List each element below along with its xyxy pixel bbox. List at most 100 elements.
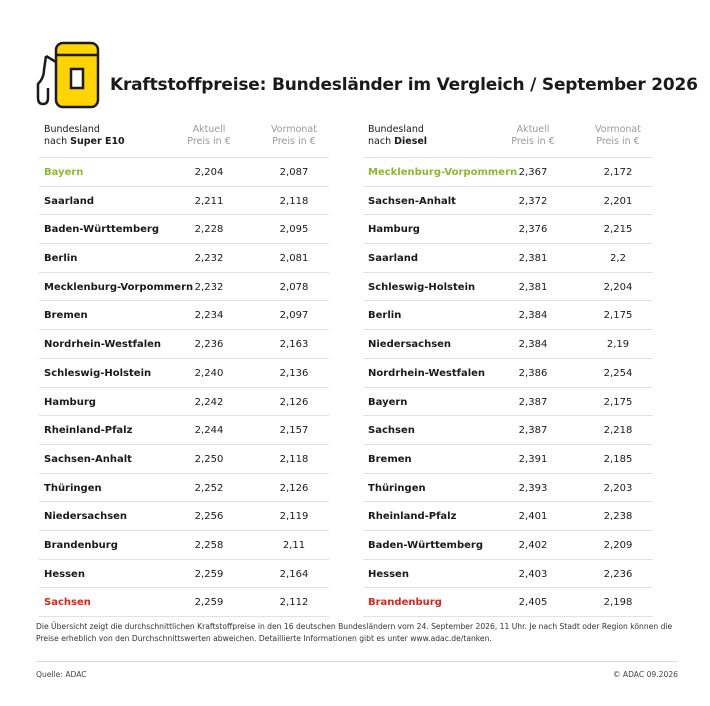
table-row: Sachsen 2,259 2,112 <box>39 588 329 617</box>
table-row: Berlin 2,384 2,175 <box>363 301 653 331</box>
current-price: 2,401 <box>518 511 548 523</box>
footnote: Die Übersicht zeigt die durchschnittlich… <box>36 622 673 643</box>
current-price: 2,232 <box>194 253 224 265</box>
state-name: Sachsen <box>44 597 91 609</box>
state-name: Hessen <box>44 568 85 580</box>
previous-price: 2,198 <box>603 597 633 609</box>
previous-price: 2,087 <box>279 167 309 178</box>
state-name: Saarland <box>368 253 419 265</box>
state-name: Nordrhein-Westfalen <box>368 367 486 379</box>
header-label-prefix: nach <box>44 136 71 147</box>
current-price: 2,242 <box>194 396 224 408</box>
table-row: Rheinland-Pfalz 2,401 2,238 <box>363 502 653 531</box>
header-bundesland: Bundesland nach Super E10 <box>44 124 125 148</box>
current-price: 2,259 <box>194 597 224 609</box>
current-price: 2,405 <box>518 597 548 609</box>
table-row: Saarland 2,211 2,118 <box>39 187 329 216</box>
table-row: Rheinland-Pfalz 2,244 2,157 <box>39 416 329 445</box>
table-row: Bayern 2,204 2,087 <box>39 158 329 187</box>
current-price: 2,367 <box>518 167 548 178</box>
table-row: Bremen 2,391 2,185 <box>363 445 653 474</box>
header-label: Bundesland <box>368 124 424 135</box>
table-row: Brandenburg 2,405 2,198 <box>363 588 653 617</box>
previous-price: 2,201 <box>603 195 633 207</box>
table-row: Schleswig-Holstein 2,381 2,204 <box>363 273 653 302</box>
table-row: Nordrhein-Westfalen 2,386 2,254 <box>363 359 653 388</box>
table-row: Baden-Württemberg 2,228 2,095 <box>39 215 329 245</box>
header-bundesland: Bundesland nach Diesel <box>368 124 427 148</box>
previous-price: 2,078 <box>279 281 309 293</box>
current-price: 2,393 <box>518 482 548 494</box>
current-price: 2,240 <box>194 367 224 379</box>
state-name: Nordrhein-Westfalen <box>44 339 162 351</box>
state-name: Hessen <box>368 568 409 580</box>
copyright-label: © ADAC 09.2026 <box>612 670 678 679</box>
current-price: 2,387 <box>518 425 548 437</box>
state-name: Berlin <box>368 310 402 322</box>
current-price: 2,259 <box>194 568 224 580</box>
current-price: 2,381 <box>518 253 548 265</box>
previous-price: 2,204 <box>603 281 633 293</box>
state-name: Brandenburg <box>44 539 118 551</box>
header-unit: Preis in € <box>187 136 231 147</box>
current-price: 2,384 <box>518 310 548 322</box>
table-row: Berlin 2,232 2,081 <box>39 244 329 273</box>
header-aktuell: Aktuell Preis in € <box>503 124 563 148</box>
table-row: Bayern 2,387 2,175 <box>363 388 653 417</box>
header-aktuell: Aktuell Preis in € <box>179 124 239 148</box>
state-name: Mecklenburg-Vorpommern <box>368 167 518 178</box>
previous-price: 2,19 <box>606 339 630 351</box>
previous-price: 2,164 <box>279 568 309 580</box>
fuel-pump-icon <box>36 41 100 109</box>
previous-price: 2,218 <box>603 425 633 437</box>
table-row: Nordrhein-Westfalen 2,236 2,163 <box>39 330 329 359</box>
current-price: 2,234 <box>194 310 224 322</box>
current-price: 2,244 <box>194 425 224 437</box>
previous-price: 2,185 <box>603 453 633 465</box>
previous-price: 2,112 <box>279 597 309 609</box>
previous-price: 2,2 <box>610 253 626 265</box>
header: Kraftstoffpreise: Bundesländer im Vergle… <box>34 40 698 110</box>
table-row: Hamburg 2,376 2,215 <box>363 215 653 245</box>
previous-price: 2,118 <box>279 195 309 207</box>
previous-price: 2,209 <box>603 539 633 551</box>
previous-price: 2,136 <box>279 367 309 379</box>
previous-price: 2,118 <box>279 453 309 465</box>
current-price: 2,384 <box>518 339 548 351</box>
table-diesel: Bundesland nach Diesel Aktuell Preis in … <box>363 122 653 617</box>
previous-price: 2,157 <box>279 425 309 437</box>
state-name: Hamburg <box>44 396 96 408</box>
state-name: Niedersachsen <box>44 511 128 523</box>
table-row: Sachsen-Anhalt 2,372 2,201 <box>363 187 653 216</box>
current-price: 2,250 <box>194 453 224 465</box>
page-title: Kraftstoffpreise: Bundesländer im Vergle… <box>110 75 698 95</box>
previous-price: 2,203 <box>603 482 633 494</box>
table-row: Baden-Württemberg 2,402 2,209 <box>363 531 653 560</box>
source-label: Quelle: ADAC <box>36 670 87 679</box>
header-unit: Preis in € <box>596 136 640 147</box>
header-vormonat: Vormonat Preis in € <box>583 124 653 148</box>
table-header: Bundesland nach Diesel Aktuell Preis in … <box>363 122 653 158</box>
state-name: Saarland <box>44 195 95 207</box>
header-label: Aktuell <box>192 124 226 135</box>
previous-price: 2,175 <box>603 396 633 408</box>
state-name: Sachsen-Anhalt <box>44 453 132 465</box>
state-name: Niedersachsen <box>368 339 452 351</box>
divider <box>36 661 678 662</box>
previous-price: 2,097 <box>279 310 309 322</box>
state-name: Thüringen <box>368 482 426 494</box>
state-name: Berlin <box>44 253 78 265</box>
previous-price: 2,254 <box>603 367 633 379</box>
table-row: Sachsen-Anhalt 2,250 2,118 <box>39 445 329 474</box>
header-vormonat: Vormonat Preis in € <box>259 124 329 148</box>
table-row: Mecklenburg-Vorpommern 2,367 2,172 <box>363 158 653 187</box>
previous-price: 2,215 <box>603 224 633 236</box>
current-price: 2,376 <box>518 224 548 236</box>
previous-price: 2,095 <box>279 224 309 236</box>
table-row: Bremen 2,234 2,097 <box>39 301 329 331</box>
current-price: 2,381 <box>518 281 548 293</box>
current-price: 2,402 <box>518 539 548 551</box>
state-name: Hamburg <box>368 224 420 236</box>
state-name: Rheinland-Pfalz <box>44 425 133 437</box>
fuel-type-label: Diesel <box>394 136 428 147</box>
